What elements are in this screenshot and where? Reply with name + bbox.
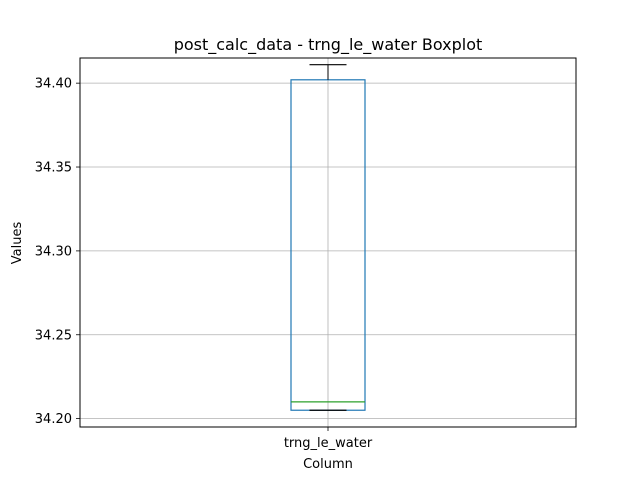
y-axis-ticks: 34.20 34.25 34.30 34.35 34.40 (35, 77, 80, 427)
box-layer (290, 64, 366, 411)
y-tick-label: 34.40 (35, 77, 72, 92)
chart-title: post_calc_data - trng_le_water Boxplot (174, 35, 483, 55)
y-tick-label: 34.25 (35, 328, 72, 343)
x-axis-label: Column (303, 457, 353, 472)
y-axis-label: Values (10, 222, 25, 265)
y-tick-label: 34.35 (35, 161, 72, 176)
y-tick-label: 34.30 (35, 244, 72, 259)
x-axis-ticks: trng_le_water (284, 427, 373, 451)
x-tick-label: trng_le_water (284, 436, 373, 451)
grid-layer (80, 58, 576, 427)
y-tick-label: 34.20 (35, 412, 72, 427)
